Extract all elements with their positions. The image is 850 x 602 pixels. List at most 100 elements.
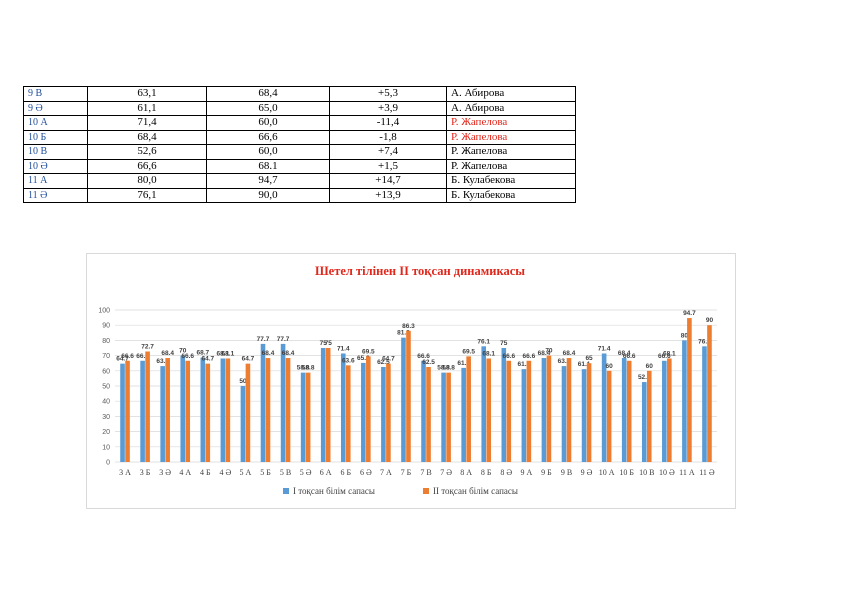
q1-cell: 63,1 bbox=[87, 86, 207, 102]
bar bbox=[702, 346, 707, 462]
q1-cell: 52,6 bbox=[87, 144, 207, 160]
bar bbox=[506, 360, 512, 462]
x-tick-label: 5 Ә bbox=[300, 468, 312, 477]
class-cell: 9 В bbox=[23, 86, 88, 102]
data-label: 68.7 bbox=[196, 350, 209, 357]
bar bbox=[260, 343, 266, 462]
data-label: 66.6 bbox=[121, 353, 134, 360]
bar bbox=[466, 356, 471, 462]
bar bbox=[486, 358, 492, 462]
q1-cell: 61,1 bbox=[87, 100, 207, 116]
x-tick-label: 9 А bbox=[520, 468, 532, 477]
legend-swatch bbox=[283, 488, 289, 494]
x-tick-label: 10 В bbox=[639, 468, 654, 477]
q2-cell: 68.1 bbox=[206, 158, 330, 174]
x-tick-label: 9 Ә bbox=[581, 468, 593, 477]
bar bbox=[546, 355, 552, 462]
data-label: 68.4 bbox=[538, 350, 551, 357]
data-label: 62.5 bbox=[422, 359, 435, 366]
data-label: 66.6 bbox=[623, 353, 636, 360]
bar bbox=[446, 372, 451, 462]
q2-cell: 66,6 bbox=[206, 129, 330, 145]
bar bbox=[240, 386, 246, 462]
bar bbox=[641, 382, 647, 462]
data-label: 86.3 bbox=[402, 323, 415, 330]
x-tick-label: 6 А bbox=[320, 468, 332, 477]
data-label: 63.6 bbox=[342, 357, 355, 364]
chart-canvas: Шетел тілінен ІІ тоқсан динамикасы 0 10 20 3… bbox=[98, 264, 717, 496]
bar bbox=[120, 363, 125, 462]
bar bbox=[325, 348, 331, 462]
data-label: 68.1 bbox=[222, 350, 235, 357]
x-tick-label: 6 Ә bbox=[360, 468, 372, 477]
data-label: 68.1 bbox=[663, 350, 676, 357]
teacher-cell: Р. Жапелова bbox=[446, 144, 576, 160]
bar bbox=[441, 372, 446, 462]
data-label: 68.4 bbox=[563, 350, 576, 357]
data-label: 58.8 bbox=[302, 365, 315, 372]
bar bbox=[687, 318, 692, 462]
x-tick-label: 8 Б bbox=[481, 468, 492, 477]
data-label: 64.7 bbox=[242, 356, 255, 363]
data-label: 75 bbox=[500, 340, 508, 347]
data-label: 66.6 bbox=[502, 353, 515, 360]
data-label: 62.5 bbox=[377, 359, 390, 366]
bar bbox=[340, 353, 346, 462]
y-tick-label: 40 bbox=[102, 399, 110, 406]
data-label: 58.8 bbox=[437, 365, 450, 372]
data-label: 52.6 bbox=[638, 374, 651, 381]
x-tick-label: 5 А bbox=[240, 468, 252, 477]
x-tick-label: 4 Ә bbox=[219, 468, 231, 477]
table-row: 10 Ә 66,6 68.1 +1,5 Р. Жапелова bbox=[23, 158, 576, 174]
class-cell: 11 Ә bbox=[23, 187, 88, 203]
bar bbox=[601, 353, 607, 462]
bar bbox=[225, 358, 231, 462]
data-label: 66.6 bbox=[136, 353, 149, 360]
y-tick-label: 70 bbox=[102, 353, 110, 360]
bar bbox=[345, 365, 351, 462]
data-label: 64.7 bbox=[201, 356, 214, 363]
q1-cell: 76,1 bbox=[87, 187, 207, 203]
class-cell: 11 А bbox=[23, 173, 88, 189]
bar bbox=[526, 360, 532, 462]
bar bbox=[160, 366, 165, 462]
chart-title: Шетел тілінен ІІ тоқсан динамикасы bbox=[315, 264, 525, 278]
q2-cell: 60,0 bbox=[206, 115, 330, 131]
y-tick-label: 100 bbox=[98, 308, 110, 315]
data-label: 68.1 bbox=[482, 350, 495, 357]
x-tick-label: 7 А bbox=[380, 468, 392, 477]
bar bbox=[165, 358, 170, 462]
x-tick-label: 5 В bbox=[280, 468, 291, 477]
data-label: 69.5 bbox=[362, 348, 375, 355]
y-tick-label: 60 bbox=[102, 368, 110, 375]
y-tick-label: 30 bbox=[102, 414, 110, 421]
data-label: 65.2 bbox=[357, 355, 370, 362]
data-label: 77.7 bbox=[257, 336, 270, 343]
teacher-cell: Р. Жапелова bbox=[446, 115, 576, 131]
data-label: 70 bbox=[179, 348, 187, 355]
q1-cell: 80,0 bbox=[87, 173, 207, 189]
data-label: 66.6 bbox=[417, 353, 430, 360]
x-tick-label: 11 Ә bbox=[699, 468, 715, 477]
x-tick-label: 3 А bbox=[119, 468, 131, 477]
bar bbox=[461, 367, 466, 462]
x-tick-label: 7 Б bbox=[401, 468, 412, 477]
teacher-cell: А. Абирова bbox=[446, 86, 576, 102]
data-label: 75 bbox=[320, 340, 328, 347]
bar bbox=[581, 369, 587, 462]
bar bbox=[566, 358, 572, 462]
data-label: 63.1 bbox=[156, 358, 169, 365]
bar bbox=[541, 358, 547, 462]
diff-cell: +13,9 bbox=[329, 187, 447, 203]
bar bbox=[621, 358, 627, 462]
results-table: 9 В 63,1 68,4 +5,3 А. Абирова 9 Ә 61,1 65,0 +3,9… bbox=[23, 86, 576, 203]
diff-cell: +7,4 bbox=[329, 144, 447, 160]
data-label: 70 bbox=[545, 348, 553, 355]
teacher-cell: А. Абирова bbox=[446, 100, 576, 116]
data-label: 60 bbox=[606, 363, 614, 370]
bar bbox=[421, 360, 426, 462]
bar bbox=[140, 360, 145, 462]
bar bbox=[501, 348, 507, 462]
bar bbox=[280, 343, 286, 462]
bar bbox=[606, 370, 612, 462]
